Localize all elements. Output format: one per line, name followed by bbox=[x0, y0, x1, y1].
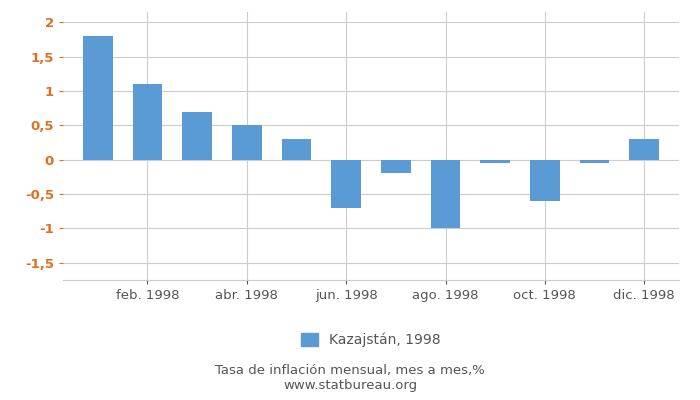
Legend: Kazajstán, 1998: Kazajstán, 1998 bbox=[295, 327, 447, 353]
Bar bbox=[232, 125, 262, 160]
Bar bbox=[480, 160, 510, 163]
Bar bbox=[83, 36, 113, 160]
Bar bbox=[530, 160, 560, 201]
Bar bbox=[281, 139, 312, 160]
Bar bbox=[580, 160, 610, 163]
Bar bbox=[430, 160, 461, 228]
Bar bbox=[182, 112, 212, 160]
Bar bbox=[381, 160, 411, 174]
Bar bbox=[629, 139, 659, 160]
Bar bbox=[331, 160, 361, 208]
Text: Tasa de inflación mensual, mes a mes,%
www.statbureau.org: Tasa de inflación mensual, mes a mes,% w… bbox=[215, 364, 485, 392]
Bar bbox=[132, 84, 162, 160]
